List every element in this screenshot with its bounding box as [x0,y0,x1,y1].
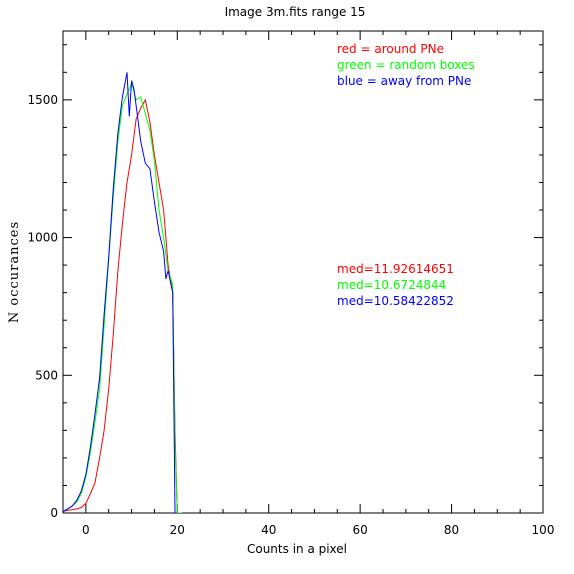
x-tick-label: 100 [532,523,555,537]
series-line-1 [63,81,182,513]
x-tick-label: 60 [353,523,368,537]
median-label: med=10.58422852 [337,294,454,308]
y-tick-label: 1500 [27,93,58,107]
median-label: med=10.6724844 [337,278,446,292]
legend-entry: red = around PNe [337,42,444,56]
y-tick-label: 500 [35,368,58,382]
legend-entry: green = random boxes [337,58,475,72]
y-tick-label: 1000 [27,231,58,245]
series-line-2 [63,72,178,513]
chart-title: Image 3m.fits range 15 [225,5,366,19]
x-tick-label: 20 [170,523,185,537]
x-axis-label: Counts in a pixel [247,542,347,556]
x-axis-ticks: 0 20 40 60 80 100 [82,31,554,537]
legend-entry: blue = away from PNe [337,74,471,88]
median-annotations: med=11.92614651 med=10.6724844 med=10.5842… [337,262,454,308]
y-axis-ticks: 0 500 1000 1500 [27,44,543,520]
y-axis-label: N occurances [7,221,22,323]
x-tick-label: 40 [261,523,276,537]
median-label: med=11.92614651 [337,262,454,276]
y-tick-label: 0 [50,506,58,520]
legend: red = around PNe green = random boxes blue… [337,42,475,88]
series-lines [63,72,182,513]
x-tick-label: 80 [444,523,459,537]
x-tick-label: 0 [82,523,90,537]
series-line-0 [63,98,182,513]
plot-frame [62,30,544,514]
